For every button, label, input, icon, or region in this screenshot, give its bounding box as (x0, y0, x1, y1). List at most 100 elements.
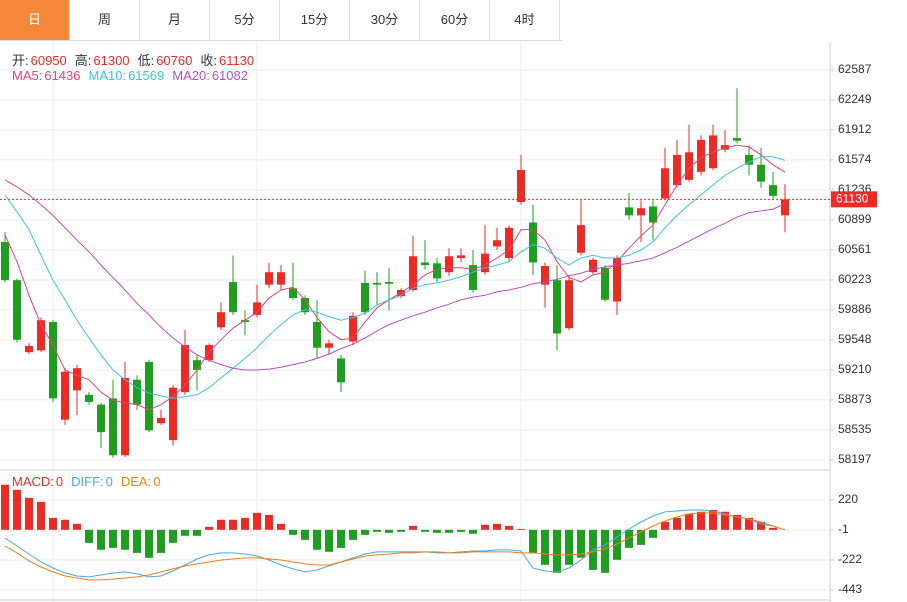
candle-body (745, 154, 753, 165)
ma-legend: MA5: 61436 MA10: 61569 MA20: 61082 (12, 68, 256, 83)
candle-body (73, 368, 81, 391)
candle-body (757, 164, 765, 182)
ohlc-label: 收: (200, 53, 217, 68)
ohlc-value: 60760 (156, 53, 193, 68)
macd-bar (277, 523, 285, 530)
ma-line (4, 144, 786, 411)
last-price-label: 61130 (836, 192, 869, 206)
macd-bar (769, 527, 777, 530)
period-tab[interactable]: 15分 (280, 0, 350, 40)
candle-body (565, 280, 573, 329)
y-tick-label: 59210 (838, 362, 872, 376)
macd-bar (649, 529, 657, 538)
y-tick-label: 62587 (838, 62, 872, 76)
macd-bar (13, 489, 21, 530)
macd-bar (529, 529, 537, 553)
macd-bar (145, 529, 153, 558)
y-tick-label: 62249 (838, 92, 872, 106)
y-tick-label: 61912 (838, 122, 872, 136)
macd-bar (505, 525, 513, 530)
macd-bar (517, 528, 525, 530)
candle-body (481, 253, 489, 273)
macd-bar (289, 529, 297, 535)
macd-bar (625, 529, 633, 548)
y-tick-label: 59886 (838, 302, 872, 316)
candle-body (145, 361, 153, 431)
macd-bar (661, 521, 669, 530)
candle-body (241, 320, 249, 322)
candle-body (313, 321, 321, 348)
y-tick-label: 220 (838, 492, 858, 506)
macd-bar (229, 519, 237, 530)
candle-body (325, 343, 333, 348)
candle-body (373, 282, 381, 285)
period-tab[interactable]: 日 (0, 0, 70, 40)
y-tick-label: -443 (838, 582, 862, 596)
candle-body (157, 417, 165, 424)
macd-bar (481, 524, 489, 530)
period-tab[interactable]: 30分 (350, 0, 420, 40)
legend-label: MACD: (12, 474, 54, 489)
macd-bar (613, 529, 621, 560)
macd-bar (133, 529, 141, 553)
candle-body (421, 262, 429, 266)
period-tab[interactable]: 60分 (420, 0, 490, 40)
legend-label: DIFF: (71, 474, 104, 489)
y-tick-label: 58197 (838, 452, 872, 466)
macd-bar (565, 529, 573, 565)
macd-bar (553, 529, 561, 573)
period-tab[interactable]: 周 (70, 0, 140, 40)
legend-label: DEA: (120, 474, 152, 489)
macd-bar (313, 529, 321, 550)
period-tab[interactable]: 月 (140, 0, 210, 40)
macd-bar (697, 511, 705, 530)
period-tab[interactable]: 4时 (490, 0, 560, 40)
macd-bar (265, 514, 273, 530)
y-tick-label: -1 (838, 522, 849, 536)
macd-bar (253, 512, 261, 530)
candle-body (637, 208, 645, 216)
candle-body (361, 282, 369, 313)
macd-bar (541, 529, 549, 565)
candle-body (685, 152, 693, 180)
candle-body (1, 242, 9, 281)
candle-body (349, 315, 357, 342)
legend-label: MA5: (12, 68, 43, 83)
legend-label: MA10: (88, 68, 127, 83)
ohlc-label: 开: (12, 53, 29, 68)
ohlc-value: 61130 (218, 53, 255, 68)
macd-bar (85, 529, 93, 543)
macd-bar (49, 517, 57, 530)
candle-body (25, 345, 33, 353)
macd-bar (637, 529, 645, 545)
ma-line (4, 179, 786, 371)
candle-body (625, 207, 633, 216)
macd-bar (337, 529, 345, 548)
macd-bar (469, 529, 477, 534)
macd-bar (709, 509, 717, 530)
macd-bar (673, 517, 681, 530)
candle-body (229, 281, 237, 313)
macd-bar (157, 529, 165, 553)
macd-bar (37, 501, 45, 530)
macd-bar (301, 529, 309, 540)
macd-bar (409, 525, 417, 530)
macd-bar (109, 529, 117, 548)
candle-body (13, 280, 21, 340)
macd-bar (685, 513, 693, 530)
macd-bar (397, 529, 405, 532)
candle-body (577, 225, 585, 253)
macd-bar (721, 511, 729, 530)
y-tick-label: 59548 (838, 332, 872, 346)
macd-bar (361, 529, 369, 535)
candle-body (289, 288, 297, 298)
macd-line (4, 512, 786, 581)
candle-body (277, 272, 285, 285)
candle-body (169, 387, 177, 441)
candle-body (409, 256, 417, 290)
macd-bar (205, 526, 213, 530)
period-tab[interactable]: 5分 (210, 0, 280, 40)
legend-value: 61569 (128, 68, 165, 83)
candle-body (121, 377, 129, 456)
